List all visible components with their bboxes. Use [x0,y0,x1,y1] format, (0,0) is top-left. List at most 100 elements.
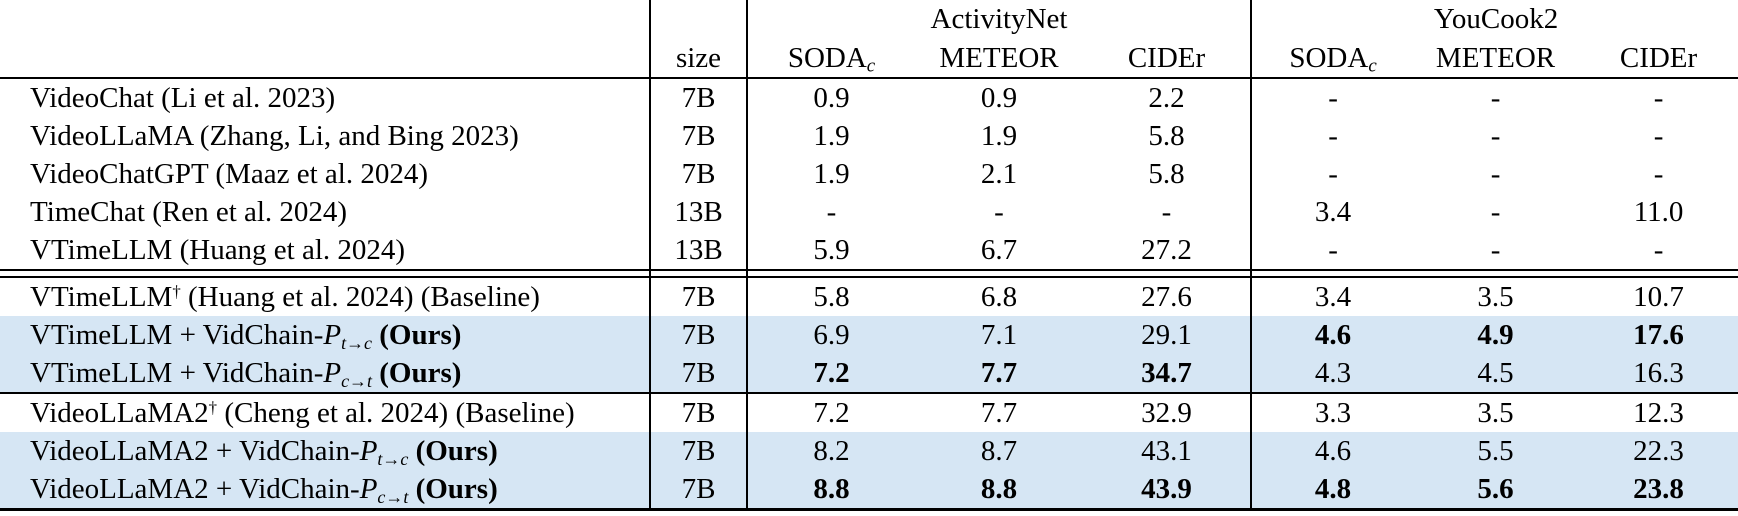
math-subscript: c→t [377,487,409,508]
metric-cell: 32.9 [1083,393,1253,432]
table-row: VTimeLLM + VidChain-Pt→c (Ours) 7B 6.9 7.1 2… [0,316,1738,354]
divider-cell [747,269,915,278]
ours-tag: (Ours) [372,357,462,389]
metric-cell: - [1328,120,1338,152]
metric-cell: - [1490,120,1501,152]
metric-cell: 7.2 [813,397,850,429]
script-p-symbol: P [323,357,342,389]
model-name-text: VideoChat (Li et al. 2023) [30,82,336,114]
yc-soda-header: SODAc [1251,38,1415,79]
table-row: VTimeLLM (Huang et al. 2024) 13B 5.9 6.7 27.… [0,231,1738,270]
metric-cell: - [1653,82,1664,114]
model-name-text: VTimeLLM (Huang et al. 2024) [30,234,406,266]
metric-cell: - [1328,158,1338,190]
table-row: VTimeLLM† (Huang et al. 2024) (Baseline)… [0,277,1738,316]
model-name-text: VTimeLLM + VidChain- [30,319,324,351]
metric-cell: 4.9 [1414,316,1578,354]
model-cell: VideoLLaMA2† (Cheng et al. 2024) (Baseli… [0,393,651,432]
metric-cell: 7.7 [915,354,1083,394]
table-row: VideoLLaMA2† (Cheng et al. 2024) (Baseli… [0,393,1738,432]
model-cell: VideoChat (Li et al. 2023) [0,78,651,117]
model-cell: VTimeLLM + VidChain-Pc→t (Ours) [0,354,651,394]
metric-cell: 10.7 [1633,281,1684,313]
model-cell: TimeChat (Ren et al. 2024) [0,193,651,231]
script-p-symbol: P [323,319,342,351]
size-cell: 7B [650,117,748,155]
metric-cell: 8.7 [915,432,1083,470]
metric-cell: - [1490,82,1501,114]
size-cell: 13B [650,193,748,231]
an-soda-header: SODAc [747,38,915,79]
metric-cell: 27.2 [1083,231,1253,270]
metric-cell: - [1328,82,1338,114]
model-name-text: TimeChat (Ren et al. 2024) [30,196,348,228]
soda-subscript: c [1368,55,1377,77]
metric-cell: - [1490,234,1501,266]
metric-cell: 3.4 [1314,281,1352,313]
divider-cell [1083,269,1253,278]
model-cell: VTimeLLM† (Huang et al. 2024) (Baseline) [0,277,651,316]
dagger-mark: † [172,281,181,301]
metric-cell: 1.9 [813,120,850,152]
group-header-row: ActivityNet YouCook2 [0,0,1738,38]
size-cell: 13B [650,231,748,270]
soda-subscript: c [866,55,876,77]
metric-cell: 5.5 [1414,432,1578,470]
size-cell: 7B [650,393,748,432]
metric-cell: 4.3 [1251,354,1415,394]
metric-cell: 8.8 [915,470,1083,511]
model-cell: VideoLLaMA2 + VidChain-Pt→c (Ours) [0,432,651,470]
soda-label: SODA [1289,41,1369,74]
metric-cell: 22.3 [1577,432,1738,470]
model-name-text: VideoLLaMA2 + VidChain- [30,435,360,467]
size-cell: 7B [650,78,748,117]
metric-header-row: size SODAc METEOR CIDEr SODAc METEOR CID… [0,38,1738,79]
size-cell: 7B [650,277,748,316]
soda-label: SODA [787,41,867,74]
metric-cell: 4.8 [1251,470,1415,511]
table-row: VideoChatGPT (Maaz et al. 2024) 7B 1.9 2.1 5… [0,155,1738,193]
metric-cell: 43.9 [1083,470,1253,511]
metric-cell: 5.8 [1083,117,1253,155]
model-cell: VideoLLaMA (Zhang, Li, and Bing 2023) [0,117,651,155]
metric-cell: 17.6 [1577,316,1738,354]
size-cell: 7B [650,316,748,354]
size-cell: 7B [650,432,748,470]
divider-cell [1577,269,1738,278]
divider-cell [0,269,651,278]
divider-cell [1251,269,1415,278]
size-cell: 7B [650,470,748,511]
dagger-mark: † [208,397,218,417]
table-body: VideoChat (Li et al. 2023) 7B 0.9 0.9 2.2 - - -… [0,78,1738,511]
corner-cell-size [650,0,748,38]
script-p-symbol: P [359,473,378,505]
metric-cell: - [994,196,1004,228]
math-subscript: t→c [341,333,373,354]
ours-tag: (Ours) [372,319,462,351]
an-cider-header: CIDEr [1083,38,1253,79]
metric-cell: 3.5 [1477,397,1514,429]
metric-cell: 1.9 [813,158,850,190]
size-cell: 7B [650,354,748,394]
model-name-text: (Huang et al. 2024) (Baseline) [180,281,540,313]
metric-cell: 0.9 [813,82,850,114]
metric-cell: 11.0 [1633,196,1684,228]
metric-cell: 6.8 [980,281,1018,313]
metric-cell: - [1653,120,1664,152]
model-name-text: VideoLLaMA2 + VidChain- [30,473,360,505]
metric-cell: - [1328,234,1338,266]
model-name-text: VideoLLaMA2 [30,397,209,429]
table-row: VideoLLaMA (Zhang, Li, and Bing 2023) 7B 1… [0,117,1738,155]
group-header-activitynet: ActivityNet [747,0,1253,38]
model-name-text: VideoLLaMA (Zhang, Li, and Bing 2023) [30,120,519,152]
metric-cell: 2.1 [980,158,1018,190]
yc-cider-header: CIDEr [1577,38,1738,79]
metric-cell: 4.6 [1251,316,1415,354]
model-cell: VTimeLLM (Huang et al. 2024) [0,231,651,270]
metric-cell: 12.3 [1633,397,1684,429]
metric-cell: - [1083,193,1253,231]
model-name-text: VTimeLLM [30,281,173,313]
metric-cell: 8.8 [747,470,915,511]
